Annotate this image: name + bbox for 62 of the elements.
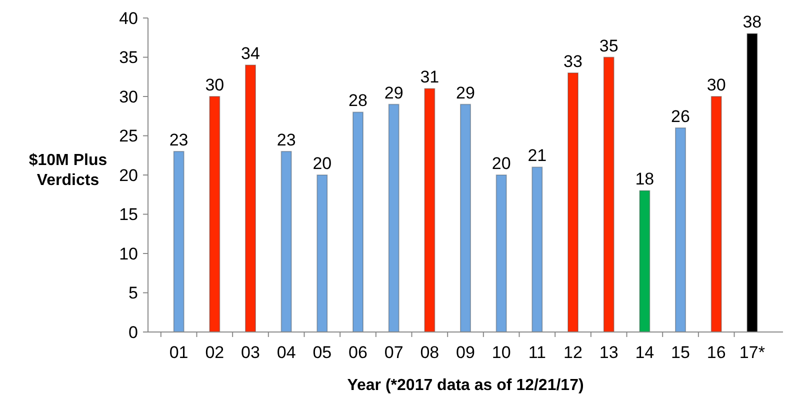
bar	[710, 96, 722, 332]
x-tick-label: 06	[348, 343, 368, 362]
bar	[674, 127, 686, 332]
x-tick-label: 11	[528, 343, 546, 362]
data-label: 34	[241, 44, 260, 64]
data-label: 28	[348, 91, 368, 110]
x-tick-label: 08	[420, 343, 440, 362]
x-tick-label: 07	[384, 343, 404, 362]
x-tick-label: 09	[456, 343, 475, 362]
bar	[424, 88, 436, 332]
y-tick-label: 30	[119, 87, 138, 106]
bar	[496, 174, 507, 332]
y-axis-title: $10M Plus Verdicts	[28, 152, 108, 189]
data-label: 18	[635, 170, 654, 189]
x-tick-label: 01	[169, 343, 188, 362]
bar	[639, 190, 650, 332]
x-tick-label: 05	[312, 343, 332, 362]
x-tick-label: 16	[706, 343, 726, 362]
bar	[603, 56, 614, 332]
y-tick-label: 35	[119, 48, 138, 68]
data-label: 33	[564, 52, 582, 71]
x-tick-label: 02	[205, 343, 224, 362]
data-label: 35	[599, 36, 618, 56]
bar	[316, 174, 328, 332]
y-tick-label: 0	[128, 322, 138, 342]
y-tick-label: 15	[119, 205, 138, 224]
bar	[532, 166, 543, 332]
data-label: 23	[169, 130, 188, 150]
x-axis-title: Year (*2017 data as of 12/21/17)	[347, 377, 584, 394]
bar	[280, 150, 292, 332]
y-tick-label: 40	[119, 8, 138, 28]
bar	[352, 112, 364, 332]
data-label: 21	[528, 146, 547, 166]
data-label: 31	[420, 68, 440, 87]
y-tick-label: 5	[128, 284, 138, 303]
x-tick-label: 10	[492, 343, 511, 362]
data-label: 38	[742, 12, 762, 32]
data-label: 20	[492, 154, 511, 173]
data-label: 26	[671, 106, 690, 126]
x-tick-label: 13	[599, 343, 618, 362]
bar	[567, 72, 579, 332]
x-tick-label: 12	[564, 343, 582, 362]
x-tick-label: 14	[635, 343, 654, 362]
data-label: 30	[205, 76, 224, 94]
x-tick-label: 17*	[739, 343, 766, 362]
x-tick-label: 04	[276, 343, 296, 362]
y-tick-label: 10	[119, 244, 138, 264]
bar	[460, 104, 472, 332]
y-tick-label: 25	[119, 126, 138, 146]
bar	[388, 104, 400, 332]
data-label: 29	[384, 83, 404, 102]
data-label: 23	[276, 130, 296, 150]
data-label: 20	[312, 154, 332, 173]
x-tick-label: 15	[671, 343, 690, 362]
data-label: 29	[456, 83, 475, 102]
bar	[209, 96, 220, 332]
data-label: 30	[706, 76, 726, 94]
y-tick-label: 20	[119, 166, 138, 185]
bar	[746, 33, 758, 332]
x-tick-label: 03	[241, 343, 260, 362]
bar	[244, 64, 256, 332]
bar	[173, 150, 184, 332]
